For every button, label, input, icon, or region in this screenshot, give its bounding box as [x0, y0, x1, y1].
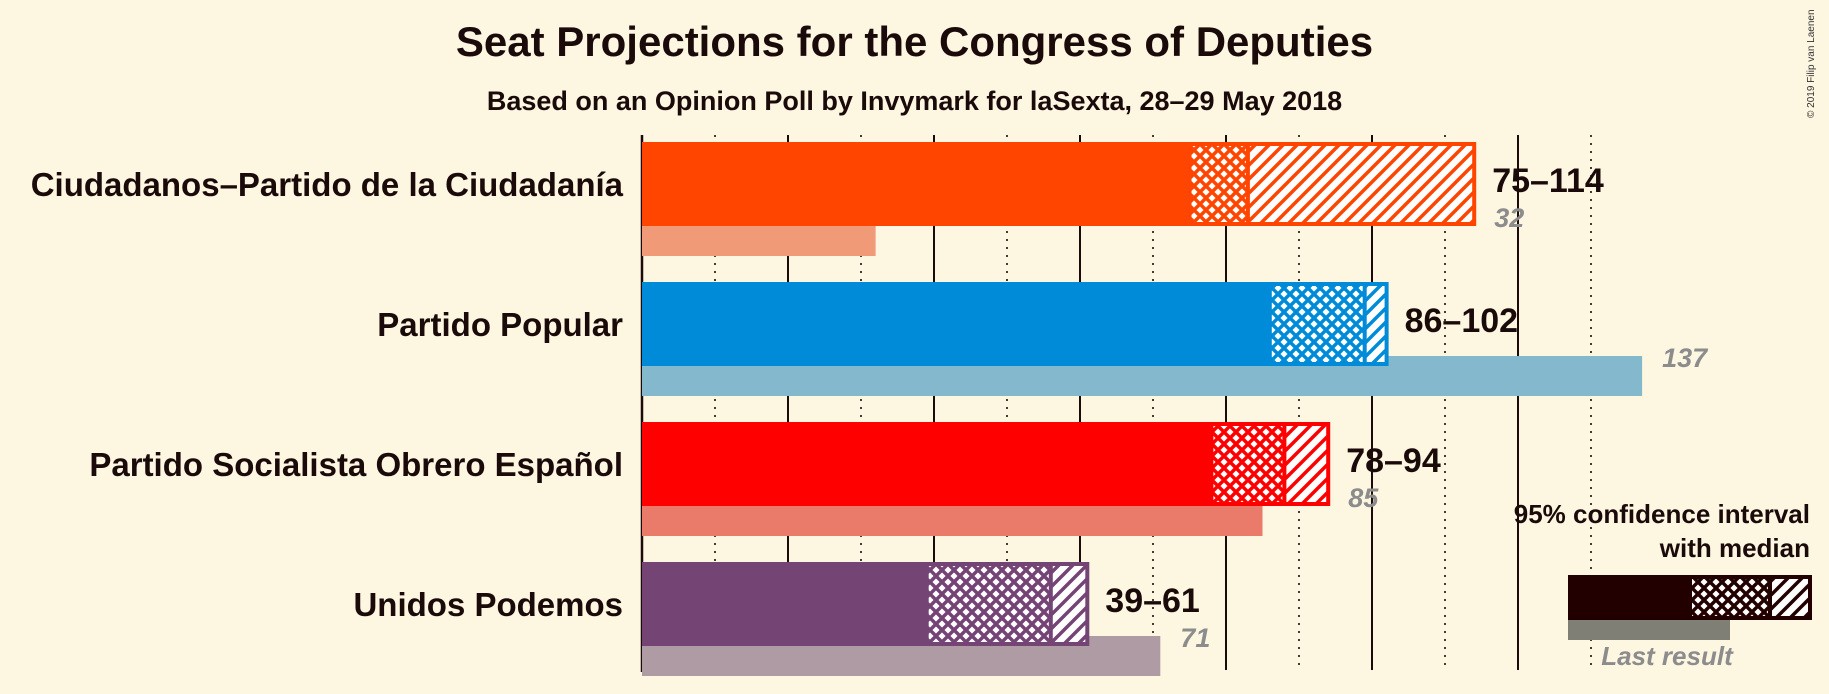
last-result-label: 137	[1662, 343, 1709, 373]
range-label: 75–114	[1492, 162, 1604, 200]
ci50-region	[1269, 284, 1365, 364]
ci-outline	[1209, 422, 1331, 506]
legend-ci50-swatch	[1690, 577, 1770, 618]
ci50-region	[1211, 424, 1285, 504]
range-label: 78–94	[1346, 442, 1441, 480]
ci95-region	[1284, 424, 1329, 504]
projection-bar	[642, 422, 1212, 506]
legend-solid-swatch	[1568, 575, 1690, 620]
legend-ci95-swatch	[1770, 577, 1810, 618]
ci50-region	[926, 564, 1051, 644]
last-result-label: 71	[1180, 623, 1210, 653]
ci-outline	[924, 562, 1090, 646]
last-result-label: 32	[1494, 203, 1524, 233]
projection-bar	[642, 562, 927, 646]
party-bars: Ciudadanos–Partido de la Ciudadanía 75–11…	[31, 142, 1709, 676]
legend-outline	[1688, 575, 1812, 620]
party-label: Partido Popular	[377, 306, 623, 343]
party-label: Ciudadanos–Partido de la Ciudadanía	[31, 166, 624, 203]
party-label: Unidos Podemos	[353, 586, 623, 623]
ci95-region	[1364, 284, 1387, 364]
legend-last-result-swatch	[1568, 620, 1730, 640]
party-label: Partido Socialista Obrero Español	[89, 446, 623, 483]
legend-ci-label: 95% confidence interval	[1514, 499, 1810, 529]
ci-outline	[1187, 142, 1477, 226]
projection-bar	[642, 142, 1190, 226]
range-label: 39–61	[1105, 582, 1200, 620]
projection-bar	[642, 282, 1270, 366]
legend-last-result-label: Last result	[1601, 641, 1734, 671]
chart-title: Seat Projections for the Congress of Dep…	[455, 18, 1374, 65]
legend-median-label: with median	[1659, 533, 1810, 563]
range-label: 86–102	[1405, 302, 1518, 340]
ci95-region	[1050, 564, 1088, 644]
chart-subtitle: Based on an Opinion Poll by Invymark for…	[486, 86, 1343, 116]
legend: 95% confidence interval with median Last r…	[1514, 499, 1812, 671]
ci95-region	[1247, 144, 1475, 224]
ci-outline	[1267, 282, 1389, 366]
last-result-label: 85	[1348, 483, 1379, 513]
ci50-region	[1189, 144, 1248, 224]
